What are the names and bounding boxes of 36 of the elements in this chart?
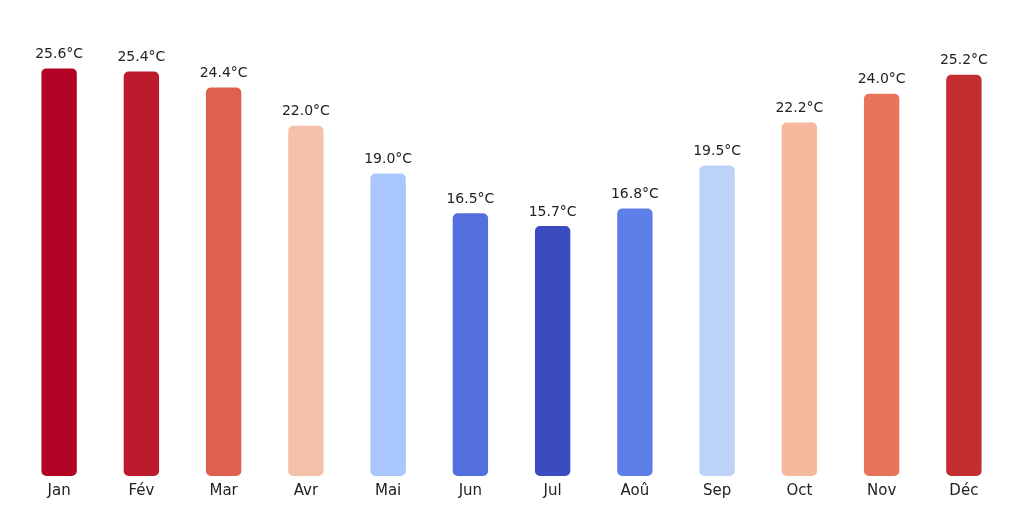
data-label: 22.0°C — [281, 102, 331, 119]
data-label: 24.0°C — [857, 70, 906, 87]
bar — [205, 87, 242, 476]
x-tick-label: Sep — [702, 480, 732, 499]
data-label: 25.2°C — [939, 51, 989, 68]
bar — [370, 173, 406, 476]
bar — [288, 125, 324, 476]
x-tick-label: Jul — [542, 480, 562, 499]
x-tick-label: Fév — [128, 480, 155, 499]
bar — [534, 226, 571, 476]
x-tick-label: Oct — [786, 480, 813, 499]
bar — [41, 68, 77, 476]
bar — [617, 208, 653, 476]
data-label: 16.8°C — [610, 185, 660, 202]
bar — [946, 74, 982, 476]
data-label: 15.7°C — [528, 202, 577, 219]
x-tick-label: Jan — [46, 480, 71, 499]
data-label: 24.4°C — [199, 64, 248, 81]
data-label: 25.6°C — [35, 45, 84, 62]
data-label: 19.0°C — [364, 150, 413, 167]
x-tick-label: Nov — [866, 480, 897, 499]
bar — [699, 165, 735, 476]
x-tick-label: Aoû — [620, 480, 650, 499]
data-label: 25.4°C — [117, 48, 166, 65]
x-tick-label: Avr — [293, 480, 319, 499]
bar — [123, 71, 160, 476]
x-tick-label: Mar — [209, 480, 239, 499]
data-label: 16.5°C — [446, 189, 495, 206]
bar — [863, 93, 900, 476]
x-tick-label: Jun — [457, 480, 483, 499]
x-tick-label: Mai — [374, 480, 402, 499]
data-label: 19.5°C — [693, 142, 742, 159]
bar — [452, 213, 489, 476]
bar — [781, 122, 818, 476]
data-label: 22.2°C — [775, 99, 824, 116]
x-tick-label: Déc — [949, 480, 979, 499]
